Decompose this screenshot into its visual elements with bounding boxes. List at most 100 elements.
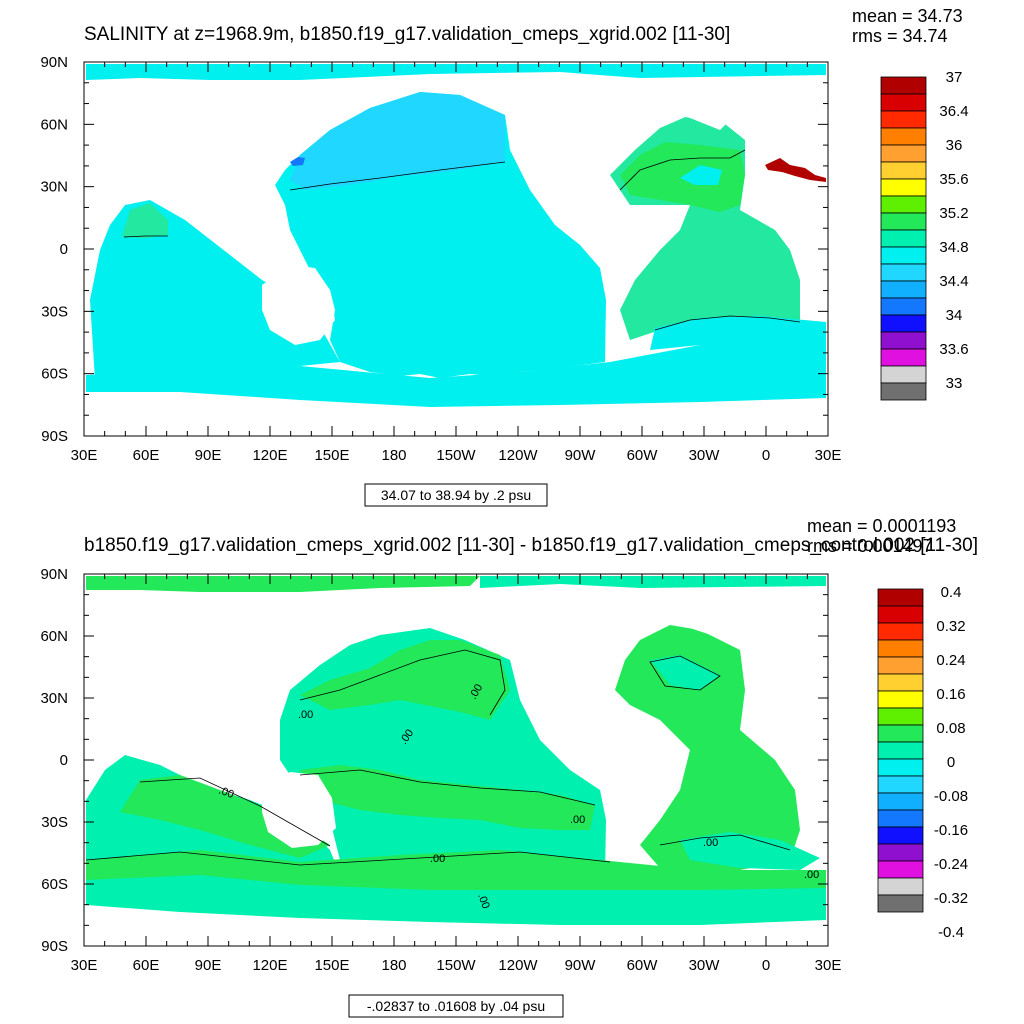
panel2-axes: 30E 60E 90E 120E 150E 180 150W 120W 90W 60W 30W 0 30… xyxy=(40,566,841,974)
colorbar-swatch xyxy=(880,212,927,231)
y-tick-label: 60S xyxy=(41,366,68,383)
colorbar-label: -0.32 xyxy=(934,890,968,907)
panel1-axes: 30E 60E 90E 120E 150E 180 150W 120W 90W 60W 30W 0 30… xyxy=(40,54,841,464)
x-tick-label: 30W xyxy=(689,447,721,464)
colorbar-label: 0.08 xyxy=(936,720,965,737)
panel2-ocean-pacific-green-1 xyxy=(300,640,510,720)
x-tick-label: 60W xyxy=(627,447,659,464)
panel2-ocean-atlantic xyxy=(615,625,800,872)
panel1-title: SALINITY at z=1968.9m, b1850.f19_g17.val… xyxy=(84,24,730,45)
colorbar-swatch xyxy=(880,110,927,129)
panel1-med-high xyxy=(765,158,826,182)
x-tick-label: 30E xyxy=(815,957,842,974)
panel2-ocean-arctic-2 xyxy=(480,576,826,588)
colorbar-swatch xyxy=(880,263,927,282)
colorbar-swatch xyxy=(877,792,924,811)
panel2-title: b1850.f19_g17.validation_cmeps_xgrid.002… xyxy=(84,535,978,556)
x-tick-label: 90W xyxy=(565,447,597,464)
panel2-land-greenland xyxy=(640,592,740,638)
panel1-contour-3 xyxy=(654,315,801,331)
colorbar-swatch xyxy=(880,161,927,180)
colorbar-label: 0 xyxy=(947,754,955,771)
panel2-contour-2 xyxy=(299,769,596,806)
panel2-ocean-atlantic-cyan xyxy=(650,655,720,690)
y-tick-label: 90S xyxy=(41,428,68,445)
x-tick-label: 150W xyxy=(436,957,476,974)
x-tick-label: 30E xyxy=(815,447,842,464)
panel2-note: -.02837 to .01608 by .04 psu xyxy=(367,998,545,1014)
colorbar-swatch xyxy=(877,877,924,896)
colorbar-label: 37 xyxy=(946,69,963,86)
colorbar-label: 36 xyxy=(946,137,963,154)
y-tick-label: 30N xyxy=(40,690,68,707)
x-tick-label: 60E xyxy=(133,447,160,464)
panel-difference: b1850.f19_g17.validation_cmeps_xgrid.002… xyxy=(40,516,978,1018)
x-tick-label: 150E xyxy=(314,447,349,464)
y-tick-label: 30S xyxy=(41,303,68,320)
colorbar-swatch xyxy=(877,775,924,794)
colorbar-swatch xyxy=(877,605,924,624)
x-tick-label: 30W xyxy=(689,957,721,974)
x-tick-label: 150W xyxy=(436,447,476,464)
y-tick-label: 30S xyxy=(41,814,68,831)
y-tick-label: 90N xyxy=(40,54,68,71)
colorbar-swatch xyxy=(880,246,927,265)
colorbar-swatch xyxy=(880,144,927,163)
panel1-contour-2 xyxy=(619,149,746,191)
colorbar-swatch xyxy=(877,690,924,709)
colorbar-swatch xyxy=(880,76,927,95)
colorbar-label: 0.32 xyxy=(936,618,965,635)
colorbar-label: 34 xyxy=(946,307,963,324)
x-tick-label: 120W xyxy=(498,957,538,974)
y-tick-label: 90S xyxy=(41,938,68,955)
colorbar-swatch xyxy=(877,860,924,879)
panel2-rms: rms = 0.001497 xyxy=(807,536,933,556)
panel1-labrador-patch xyxy=(680,165,722,185)
colorbar-swatch xyxy=(880,195,927,214)
contour-label: .00 xyxy=(430,853,445,865)
contour-label: .00 xyxy=(217,785,235,802)
panel2-ocean-arctic xyxy=(86,576,480,592)
colorbar-label: 35.6 xyxy=(939,171,968,188)
colorbar-label: -0.24 xyxy=(934,856,968,873)
colorbar-swatch xyxy=(880,314,927,333)
y-tick-label: 0 xyxy=(60,752,68,769)
colorbar-swatch xyxy=(880,382,927,401)
colorbar-label: 36.4 xyxy=(939,103,968,120)
panel1-ocean-southern xyxy=(86,330,826,407)
colorbar-swatch xyxy=(880,127,927,146)
panel1-note-box xyxy=(364,483,548,507)
colorbar-swatch xyxy=(877,758,924,777)
panel1-japan-sea xyxy=(290,157,305,166)
y-tick-label: 60N xyxy=(40,628,68,645)
colorbar-swatch xyxy=(877,707,924,726)
contour-label: .00 xyxy=(703,837,718,849)
x-tick-label: 90E xyxy=(195,447,222,464)
colorbar-swatch xyxy=(877,656,924,675)
x-tick-label: 180 xyxy=(381,957,406,974)
colorbar-swatch xyxy=(877,588,924,607)
y-tick-label: 30N xyxy=(40,179,68,196)
panel2-land-australia xyxy=(262,772,336,848)
y-tick-label: 60S xyxy=(41,876,68,893)
panel2-contour-6 xyxy=(139,777,331,847)
x-tick-label: 30E xyxy=(71,957,98,974)
colorbar-swatch xyxy=(877,639,924,658)
x-tick-label: 0 xyxy=(762,447,770,464)
panel1-mean: mean = 34.73 xyxy=(852,6,963,26)
contour-label: .00 xyxy=(475,892,492,910)
x-tick-label: 120E xyxy=(252,957,287,974)
panel1-colorbar: 37 36.4 36 35.6 35.2 34.8 34.4 34 33.6 33 xyxy=(880,69,969,401)
colorbar-label: 0.16 xyxy=(936,686,965,703)
panel1-rms: rms = 34.74 xyxy=(852,26,948,46)
panel-salinity: SALINITY at z=1968.9m, b1850.f19_g17.val… xyxy=(40,6,969,507)
panel1-contour-4 xyxy=(123,235,168,238)
x-tick-label: 30E xyxy=(71,447,98,464)
panel2-colorbar: 0.4 0.32 0.24 0.16 0.08 0 -0.08 -0.16 -0.24 -0.32… xyxy=(877,584,968,941)
panel1-land-greenland xyxy=(640,80,740,130)
panel1-contour-1 xyxy=(289,161,506,191)
contour-label: .00 xyxy=(298,709,313,721)
colorbar-label: 35.2 xyxy=(939,205,968,222)
colorbar-swatch xyxy=(880,229,927,248)
